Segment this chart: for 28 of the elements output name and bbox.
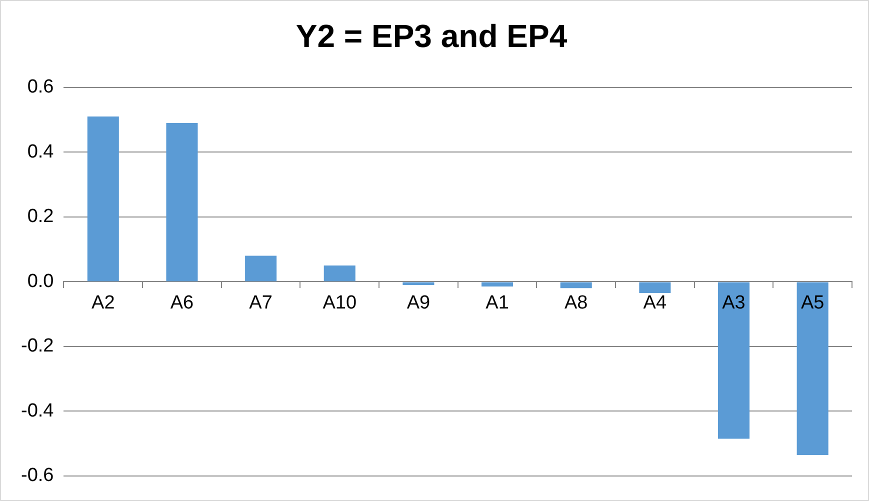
x-tick-label: A4 [643, 292, 667, 314]
y-tick-label: -0.4 [20, 400, 54, 422]
x-tick-label: A3 [722, 292, 746, 314]
x-tick-label: A6 [170, 292, 194, 314]
bar [324, 266, 356, 282]
y-tick-label: -0.6 [20, 465, 54, 486]
bar [166, 123, 198, 282]
bar [402, 282, 434, 285]
x-tick-label: A5 [800, 292, 824, 314]
bar [796, 282, 828, 455]
x-tick-label: A2 [92, 292, 115, 314]
chart-title: Y2 = EP3 and EP4 [296, 18, 568, 54]
bar [639, 282, 671, 294]
y-tick-label: -0.2 [20, 336, 54, 357]
y-tick-label: 0.4 [27, 141, 54, 162]
x-tick-label: A8 [564, 292, 588, 314]
y-tick-label: 0.0 [27, 270, 54, 292]
x-tick-label: A1 [486, 292, 509, 314]
bar [245, 256, 277, 282]
x-tick-label: A9 [406, 292, 430, 314]
bar [560, 282, 592, 288]
bar [87, 116, 119, 282]
x-tick-label: A7 [249, 292, 272, 314]
y-tick-label: 0.6 [27, 76, 54, 98]
bar [718, 282, 750, 439]
y-tick-label: 0.2 [27, 206, 54, 228]
bar [482, 282, 514, 287]
x-tick-label: A10 [322, 292, 357, 314]
